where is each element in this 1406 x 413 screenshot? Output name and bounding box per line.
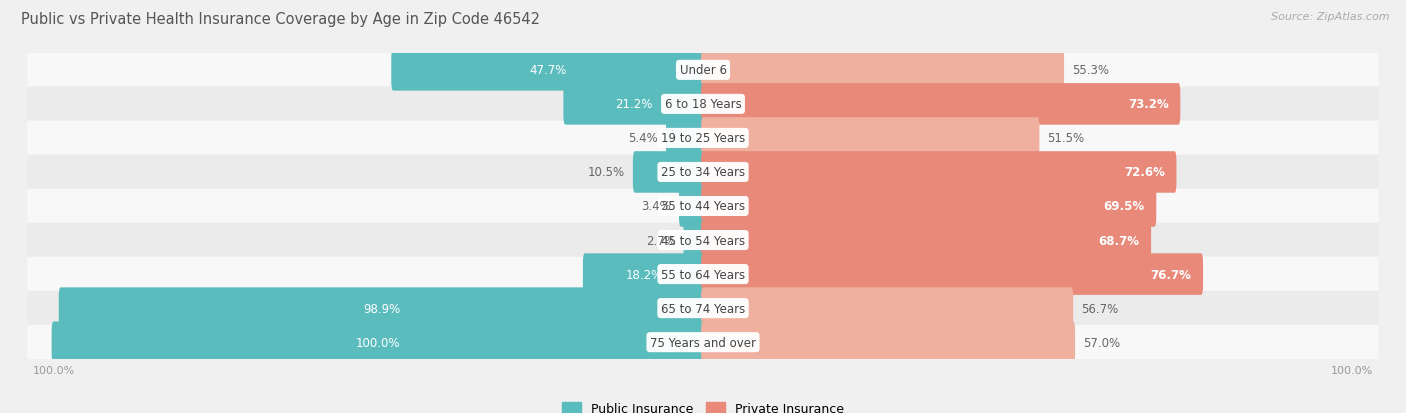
Text: 25 to 34 Years: 25 to 34 Years [661, 166, 745, 179]
FancyBboxPatch shape [28, 121, 1378, 156]
Text: Under 6: Under 6 [679, 64, 727, 77]
FancyBboxPatch shape [28, 325, 1378, 360]
FancyBboxPatch shape [702, 84, 1181, 125]
FancyBboxPatch shape [59, 288, 704, 329]
Text: 55.3%: 55.3% [1071, 64, 1109, 77]
FancyBboxPatch shape [28, 257, 1378, 292]
FancyBboxPatch shape [702, 322, 1076, 363]
FancyBboxPatch shape [28, 53, 1378, 88]
Text: 55 to 64 Years: 55 to 64 Years [661, 268, 745, 281]
Text: 76.7%: 76.7% [1150, 268, 1191, 281]
FancyBboxPatch shape [702, 254, 1204, 295]
Text: 69.5%: 69.5% [1104, 200, 1144, 213]
Text: 57.0%: 57.0% [1083, 336, 1121, 349]
Legend: Public Insurance, Private Insurance: Public Insurance, Private Insurance [557, 397, 849, 413]
Text: 19 to 25 Years: 19 to 25 Years [661, 132, 745, 145]
FancyBboxPatch shape [28, 291, 1378, 326]
FancyBboxPatch shape [52, 322, 704, 363]
Text: 75 Years and over: 75 Years and over [650, 336, 756, 349]
Text: 56.7%: 56.7% [1081, 302, 1118, 315]
FancyBboxPatch shape [28, 223, 1378, 258]
Text: 51.5%: 51.5% [1047, 132, 1084, 145]
FancyBboxPatch shape [583, 254, 704, 295]
FancyBboxPatch shape [702, 118, 1039, 159]
Text: Public vs Private Health Insurance Coverage by Age in Zip Code 46542: Public vs Private Health Insurance Cover… [21, 12, 540, 27]
Text: 68.7%: 68.7% [1098, 234, 1139, 247]
Text: 18.2%: 18.2% [626, 268, 662, 281]
FancyBboxPatch shape [679, 186, 704, 227]
FancyBboxPatch shape [28, 189, 1378, 224]
FancyBboxPatch shape [391, 50, 704, 91]
Text: 72.6%: 72.6% [1123, 166, 1164, 179]
FancyBboxPatch shape [683, 220, 704, 261]
FancyBboxPatch shape [28, 155, 1378, 190]
Text: 6 to 18 Years: 6 to 18 Years [665, 98, 741, 111]
FancyBboxPatch shape [564, 84, 704, 125]
Text: 21.2%: 21.2% [616, 98, 652, 111]
Text: 45 to 54 Years: 45 to 54 Years [661, 234, 745, 247]
FancyBboxPatch shape [702, 220, 1152, 261]
Text: 73.2%: 73.2% [1128, 98, 1168, 111]
FancyBboxPatch shape [633, 152, 704, 193]
FancyBboxPatch shape [666, 118, 704, 159]
FancyBboxPatch shape [702, 186, 1156, 227]
FancyBboxPatch shape [702, 152, 1177, 193]
Text: 47.7%: 47.7% [530, 64, 567, 77]
FancyBboxPatch shape [28, 87, 1378, 122]
Text: 10.5%: 10.5% [588, 166, 626, 179]
Text: 2.7%: 2.7% [645, 234, 676, 247]
Text: 5.4%: 5.4% [628, 132, 658, 145]
Text: 100.0%: 100.0% [356, 336, 401, 349]
Text: Source: ZipAtlas.com: Source: ZipAtlas.com [1271, 12, 1389, 22]
Text: 35 to 44 Years: 35 to 44 Years [661, 200, 745, 213]
FancyBboxPatch shape [702, 50, 1064, 91]
FancyBboxPatch shape [702, 288, 1073, 329]
Text: 98.9%: 98.9% [363, 302, 401, 315]
Text: 3.4%: 3.4% [641, 200, 671, 213]
Text: 65 to 74 Years: 65 to 74 Years [661, 302, 745, 315]
